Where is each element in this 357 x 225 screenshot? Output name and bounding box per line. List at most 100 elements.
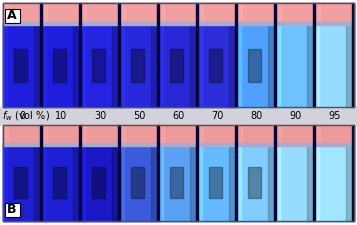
- Text: B: B: [7, 203, 17, 216]
- Bar: [40, 125, 42, 221]
- Bar: [73, 144, 79, 221]
- Bar: [248, 49, 261, 82]
- Bar: [92, 49, 105, 82]
- Bar: [156, 125, 159, 221]
- Bar: [34, 144, 40, 221]
- Bar: [237, 3, 273, 24]
- Text: 50: 50: [133, 111, 146, 121]
- Bar: [276, 144, 312, 221]
- Bar: [3, 24, 40, 107]
- Bar: [159, 24, 196, 107]
- Text: 10: 10: [55, 111, 67, 121]
- Bar: [120, 144, 156, 221]
- Bar: [315, 24, 352, 107]
- Bar: [3, 143, 40, 146]
- Bar: [235, 3, 237, 107]
- Bar: [352, 125, 354, 221]
- Bar: [198, 3, 203, 24]
- Bar: [120, 3, 125, 24]
- Bar: [3, 22, 40, 25]
- Bar: [42, 3, 79, 24]
- Bar: [315, 24, 320, 107]
- Bar: [81, 125, 86, 144]
- Bar: [237, 3, 242, 24]
- Bar: [159, 144, 196, 221]
- Bar: [315, 22, 352, 25]
- Bar: [276, 3, 312, 24]
- Bar: [92, 167, 105, 198]
- Bar: [81, 24, 117, 107]
- Bar: [14, 167, 27, 198]
- FancyBboxPatch shape: [5, 9, 20, 22]
- Bar: [3, 125, 354, 221]
- Bar: [276, 125, 281, 144]
- Bar: [315, 3, 321, 24]
- Bar: [276, 24, 280, 107]
- Bar: [198, 125, 203, 144]
- Bar: [3, 144, 7, 221]
- Bar: [3, 125, 354, 221]
- Bar: [120, 144, 124, 221]
- Text: A: A: [7, 9, 17, 22]
- Bar: [79, 3, 81, 107]
- Bar: [42, 24, 79, 107]
- Bar: [315, 3, 352, 24]
- Bar: [112, 144, 117, 221]
- Bar: [346, 24, 352, 107]
- Bar: [131, 49, 144, 82]
- Bar: [79, 125, 81, 221]
- Bar: [81, 3, 117, 24]
- Bar: [170, 167, 183, 198]
- Bar: [196, 125, 198, 221]
- Bar: [229, 144, 235, 221]
- Bar: [237, 22, 273, 25]
- Bar: [81, 125, 117, 144]
- Bar: [53, 49, 66, 82]
- Bar: [81, 144, 117, 221]
- Bar: [42, 144, 46, 221]
- Bar: [3, 3, 9, 24]
- Bar: [268, 144, 273, 221]
- Bar: [117, 3, 120, 107]
- Bar: [346, 144, 352, 221]
- Bar: [312, 125, 315, 221]
- Bar: [159, 144, 164, 221]
- Bar: [156, 3, 159, 107]
- Bar: [81, 144, 85, 221]
- Bar: [237, 143, 273, 146]
- Bar: [198, 144, 202, 221]
- Bar: [0, 107, 357, 125]
- Bar: [3, 24, 7, 107]
- Bar: [190, 24, 196, 107]
- Bar: [276, 22, 312, 25]
- Bar: [34, 24, 40, 107]
- Bar: [120, 3, 156, 24]
- Text: 80: 80: [250, 111, 263, 121]
- Bar: [190, 144, 196, 221]
- Bar: [159, 143, 196, 146]
- Text: 60: 60: [172, 111, 185, 121]
- Bar: [120, 125, 156, 144]
- Bar: [237, 125, 242, 144]
- Bar: [248, 167, 261, 198]
- Bar: [159, 22, 196, 25]
- Bar: [151, 144, 156, 221]
- Bar: [42, 125, 79, 144]
- Bar: [112, 24, 117, 107]
- Bar: [117, 125, 120, 221]
- Bar: [73, 24, 79, 107]
- Bar: [276, 24, 312, 107]
- Bar: [3, 144, 40, 221]
- Bar: [42, 143, 79, 146]
- Bar: [40, 3, 42, 107]
- Bar: [235, 125, 237, 221]
- Bar: [159, 24, 164, 107]
- Bar: [307, 24, 312, 107]
- Bar: [159, 125, 165, 144]
- Bar: [3, 3, 354, 107]
- Bar: [198, 24, 202, 107]
- Bar: [151, 24, 156, 107]
- Bar: [120, 22, 156, 25]
- Text: $f_w$ (vol %): $f_w$ (vol %): [2, 109, 50, 123]
- Bar: [237, 144, 241, 221]
